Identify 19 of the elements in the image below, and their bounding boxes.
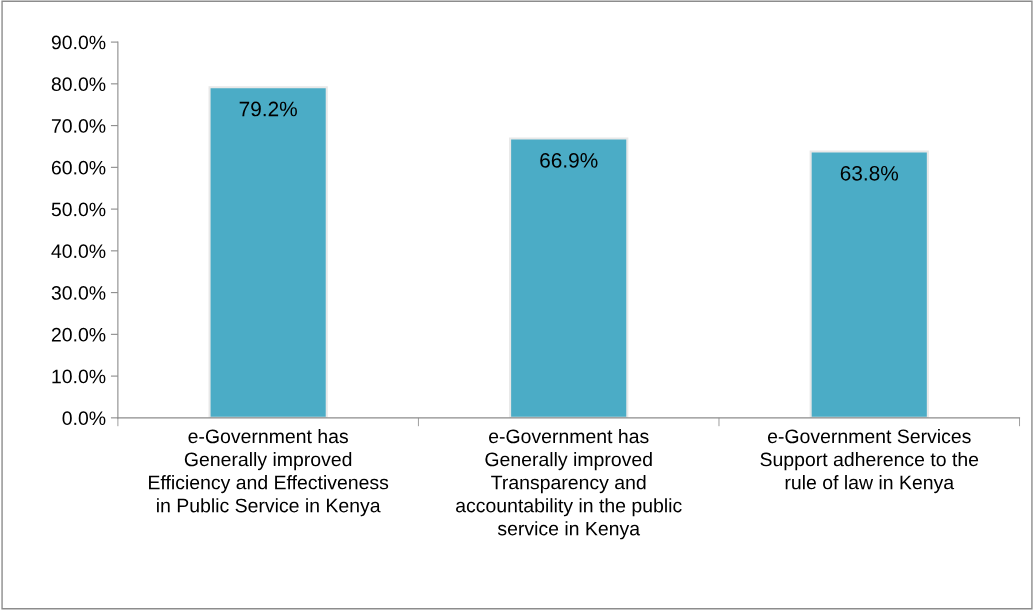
bar bbox=[208, 86, 328, 418]
y-tick-label: 0.0% bbox=[62, 411, 106, 426]
data-label: 66.9% bbox=[540, 152, 598, 168]
y-tick-label: 30.0% bbox=[51, 286, 106, 300]
bar bbox=[809, 150, 929, 418]
x-tick-label: e-Government has Generally improved Efficiency and Effectiveness in Public Service in Kenya bbox=[149, 428, 389, 517]
data-label: 79.2% bbox=[239, 101, 297, 117]
y-tick-label: 60.0% bbox=[51, 160, 106, 175]
y-tick-label: 70.0% bbox=[51, 119, 106, 133]
y-tick-label: 20.0% bbox=[51, 327, 106, 342]
bar bbox=[509, 137, 629, 418]
data-label: 63.8% bbox=[840, 165, 899, 181]
y-tick-label: 80.0% bbox=[51, 77, 106, 92]
y-tick-label: 90.0% bbox=[51, 35, 106, 50]
y-tick-label: 10.0% bbox=[52, 369, 106, 384]
y-tick-label: 50.0% bbox=[51, 202, 106, 217]
x-tick-label: e-Government has Generally improved Transparency and accountability in the public service in Kenya bbox=[456, 428, 682, 540]
y-tick-label: 40.0% bbox=[51, 244, 106, 259]
x-tick-label: e-Government Services Support adherence to the rule of law in Kenya bbox=[760, 428, 979, 494]
